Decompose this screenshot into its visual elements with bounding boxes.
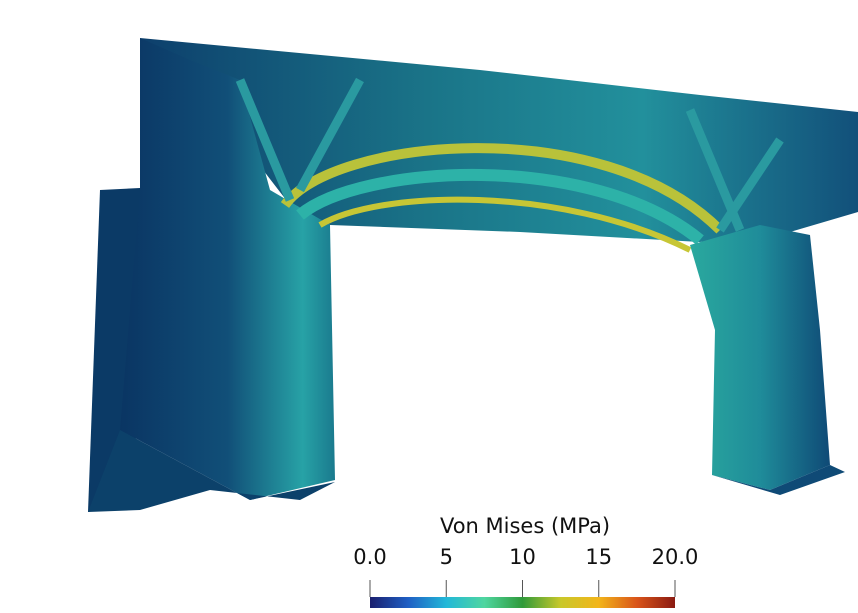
tick-label: 10 — [509, 545, 536, 569]
colorbar-title: Von Mises (MPa) — [440, 514, 610, 538]
colorbar-ticks: 0.0 5 10 15 20.0 — [353, 545, 698, 597]
right-pillar — [690, 225, 830, 490]
tick-label: 0.0 — [353, 545, 386, 569]
colorbar — [370, 597, 675, 608]
tick-label: 15 — [585, 545, 612, 569]
scene: Von Mises (MPa) 0.0 5 10 15 20.0 — [0, 0, 858, 613]
tick-label: 5 — [440, 545, 453, 569]
stress-model — [88, 38, 858, 512]
tick-label: 20.0 — [652, 545, 699, 569]
